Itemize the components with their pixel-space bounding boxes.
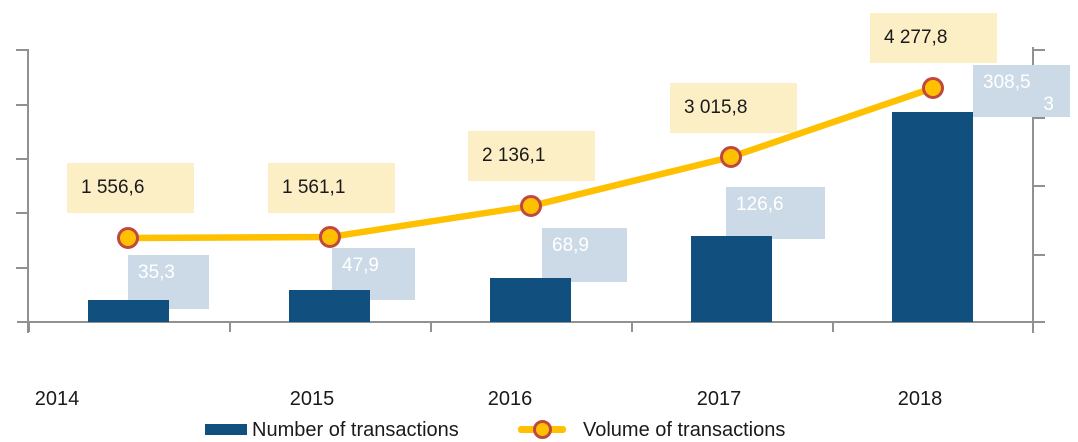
bar-data-label: 126,6 [726,187,825,239]
volume-data-label: 2 136,1 [468,131,595,181]
volume-data-label: 1 556,6 [67,163,194,213]
axis-tick [832,321,834,332]
x-axis [17,321,1045,323]
x-label-2017: 2017 [696,388,742,410]
axis-tick [16,158,28,160]
axis-tick [16,212,28,214]
axis-tick [1032,49,1045,51]
axis-tick [16,49,28,51]
volume-data-label: 4 277,8 [870,13,997,63]
line-marker-2014 [117,227,139,249]
bar-data-label-text: 47,9 [342,255,379,276]
bar-2016 [490,278,571,322]
volume-data-label: 3 015,8 [670,83,797,133]
bar-2018 [892,112,973,322]
bar-data-label: 68,9 [542,228,627,282]
axis-tick [229,321,231,332]
bar-data-label-text: 68,9 [552,235,589,256]
bar-data-label-text: 308,5 [983,72,1031,93]
x-label-2015: 2015 [289,388,335,410]
line-marker-2016 [520,195,542,217]
legend-line-label: Volume of transactions [583,419,786,441]
axis-tick [631,321,633,332]
axis-tick [1032,117,1045,119]
bar-2014 [88,300,169,322]
line-marker-2015 [319,226,341,248]
bar-data-label: 308,5 3 [973,65,1070,117]
axis-tick [1032,321,1034,332]
bar-data-label-text: 35,3 [138,262,175,283]
axis-tick [28,321,30,332]
x-label-2014: 2014 [34,388,80,410]
x-label-2018: 2018 [897,388,943,410]
axis-tick [1032,185,1045,187]
bar-2017 [691,236,772,322]
x-label-2016: 2016 [487,388,533,410]
axis-tick [1032,254,1045,256]
line-marker-2018 [922,77,944,99]
volume-data-label: 1 561,1 [268,163,395,213]
axis-tick [16,104,28,106]
y-axis-left [27,49,29,333]
bar-data-label-text-wrapped: 3 [1043,94,1054,115]
bar-2015 [289,290,370,322]
legend-bar-label: Number of transactions [252,419,459,441]
axis-tick [16,267,28,269]
y-axis-right [1032,47,1034,333]
line-marker-2017 [720,146,742,168]
bar-data-label-text: 126,6 [736,194,784,215]
legend-line-marker-icon [533,420,552,439]
legend-bar-swatch [205,424,247,435]
axis-tick [430,321,432,332]
